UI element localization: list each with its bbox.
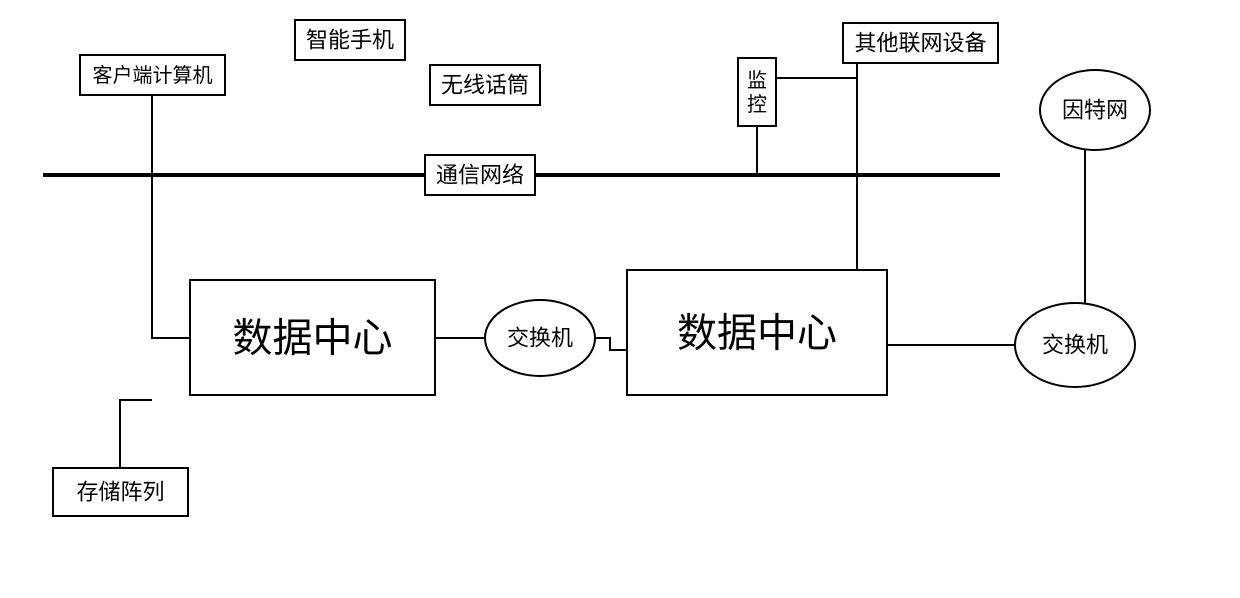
node-data_center_1: 数据中心 — [190, 280, 435, 395]
node-monitor: 监控 — [738, 58, 776, 126]
label-client_computer: 客户端计算机 — [93, 64, 213, 87]
node-data_center_2: 数据中心 — [627, 270, 887, 395]
label-data_center_2: 数据中心 — [677, 311, 837, 356]
label-smartphone: 智能手机 — [306, 28, 394, 53]
label-wireless_mic: 无线话筒 — [441, 73, 529, 98]
node-internet: 因特网 — [1040, 70, 1150, 150]
node-wireless_mic: 无线话筒 — [430, 65, 540, 105]
label-monitor: 控 — [747, 93, 767, 116]
node-storage_array: 存储阵列 — [53, 468, 188, 516]
label-storage_array: 存储阵列 — [76, 480, 164, 505]
label-other_devices: 其他联网设备 — [854, 31, 986, 56]
node-client_computer: 客户端计算机 — [80, 55, 225, 95]
label-switch_2: 交换机 — [1042, 333, 1108, 358]
label-monitor: 监 — [747, 69, 767, 92]
node-switch_2: 交换机 — [1015, 303, 1135, 387]
node-smartphone: 智能手机 — [295, 20, 405, 60]
label-switch_1: 交换机 — [507, 326, 573, 351]
label-network_bus: 通信网络 — [436, 163, 524, 188]
node-network_bus: 通信网络 — [425, 155, 535, 195]
label-data_center_1: 数据中心 — [233, 316, 393, 361]
label-internet: 因特网 — [1062, 98, 1128, 123]
node-switch_1: 交换机 — [485, 300, 595, 376]
node-other_devices: 其他联网设备 — [843, 23, 998, 63]
